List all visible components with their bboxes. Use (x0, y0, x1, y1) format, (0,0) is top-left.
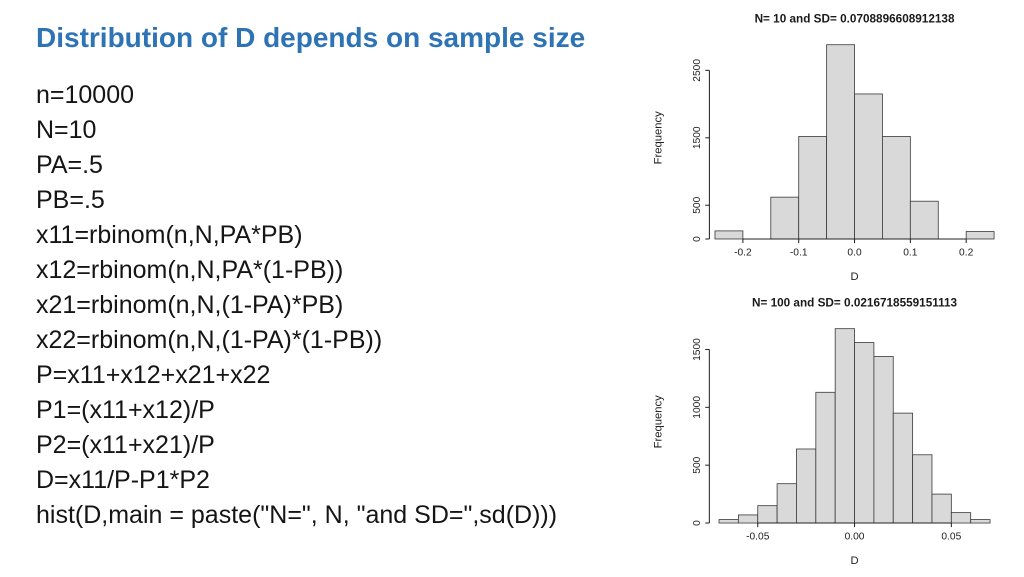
histogram-bar (798, 136, 828, 240)
x-tick-label: 0.2 (959, 247, 974, 258)
histogram-svg: N= 100 and SD= 0.0216718559151113 -0.05 0.… (652, 296, 991, 567)
y-axis-label: Frequency (652, 395, 664, 448)
x-tick-label: -0.05 (746, 531, 770, 542)
histogram-n100: N= 100 and SD= 0.0216718559151113 -0.05 0.… (648, 290, 1012, 572)
chart-title: N= 10 and SD= 0.0708896608912138 (755, 12, 955, 25)
code-line: D=x11/P-P1*P2 (36, 466, 210, 494)
x-tick-label: 0.0 (847, 247, 862, 258)
code-line: PB=.5 (36, 186, 105, 214)
code-line: P2=(x11+x21)/P (36, 431, 215, 459)
chart-title: N= 100 and SD= 0.0216718559151113 (752, 296, 958, 309)
histogram-bar (909, 200, 939, 240)
histogram-bar (770, 196, 800, 240)
histogram-bar (931, 493, 952, 524)
histogram-bar (834, 328, 855, 524)
histogram-bar (737, 514, 759, 524)
code-line: x22=rbinom(n,N,(1-PA)*(1-PB)) (36, 326, 383, 354)
y-tick-label: 0 (692, 236, 703, 242)
x-tick-label: 0.1 (903, 247, 918, 258)
histogram-bar (854, 342, 875, 524)
code-line: x21=rbinom(n,N,(1-PA)*PB) (36, 291, 344, 319)
histogram-bar (892, 412, 914, 524)
histogram-bar (970, 519, 991, 524)
histogram-bar (965, 231, 995, 240)
histogram-bar (796, 448, 817, 524)
histogram-n10: N= 10 and SD= 0.0708896608912138 -0.2 -0.1… (648, 8, 1012, 286)
code-line: n=10000 (36, 81, 135, 109)
histogram-bar (826, 44, 855, 240)
x-tick-label: -0.2 (734, 247, 752, 258)
slide-title: Distribution of D depends on sample size (36, 22, 586, 53)
y-tick-label: 0 (692, 520, 703, 526)
y-tick-label: 500 (692, 456, 703, 473)
y-axis-label: Frequency (652, 111, 664, 164)
histogram-bar (854, 93, 883, 240)
code-line: P1=(x11+x12)/P (36, 396, 215, 424)
histogram-bar (757, 505, 778, 524)
code-block: n=10000 N=10 PA=.5 PB=.5 x11=rbinom(n,N,PA*P… (36, 78, 557, 533)
code-line: P=x11+x12+x21+x22 (36, 361, 271, 389)
y-tick-label: 1500 (692, 126, 703, 149)
histogram-svg: N= 10 and SD= 0.0708896608912138 -0.2 -0.1… (652, 12, 995, 283)
histogram-bar (950, 512, 972, 524)
x-axis-label: D (850, 271, 858, 283)
code-line: x12=rbinom(n,N,PA*(1-PB)) (36, 256, 344, 284)
x-axis-label: D (850, 555, 858, 567)
histogram-bar (882, 136, 911, 240)
histogram-bar (776, 483, 797, 524)
x-tick-label: -0.1 (790, 247, 808, 258)
histogram-bar (815, 391, 836, 524)
y-tick-label: 2500 (692, 59, 703, 82)
histogram-bar (873, 356, 894, 524)
code-line: PA=.5 (36, 151, 103, 179)
code-line: hist(D,main = paste("N=", N, "and SD=",s… (36, 501, 558, 529)
y-tick-label: 1500 (692, 338, 703, 361)
x-tick-label: 0.05 (941, 531, 961, 542)
y-tick-label: 1000 (692, 396, 703, 419)
code-line: x11=rbinom(n,N,PA*PB) (36, 221, 303, 249)
histogram-bar (714, 230, 744, 240)
y-tick-label: 500 (692, 196, 703, 213)
histogram-bar (912, 454, 933, 524)
code-line: N=10 (36, 116, 97, 144)
histogram-bar (718, 519, 739, 524)
x-tick-label: 0.00 (845, 531, 865, 542)
